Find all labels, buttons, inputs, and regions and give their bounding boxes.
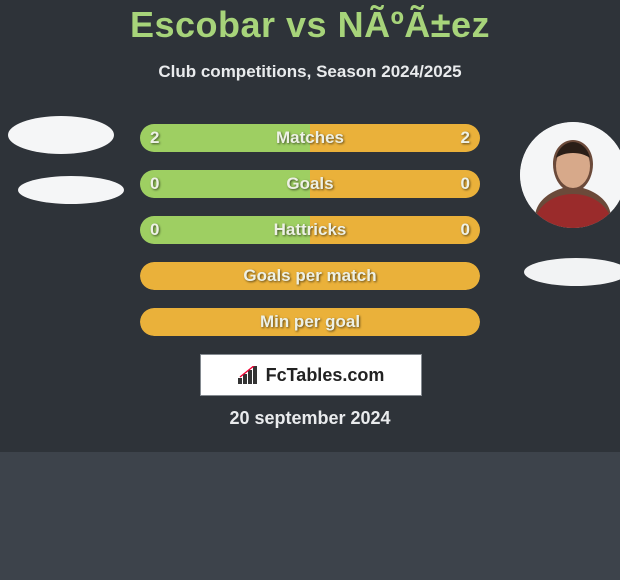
stat-row: Min per goal [140, 308, 480, 336]
stat-row: Hattricks00 [140, 216, 480, 244]
stat-row: Matches22 [140, 124, 480, 152]
site-logo[interactable]: FcTables.com [200, 354, 422, 396]
stat-bar-left [140, 124, 310, 152]
page-title: Escobar vs NÃºÃ±ez [0, 4, 620, 46]
page-subtitle: Club competitions, Season 2024/2025 [0, 62, 620, 82]
stat-value-left: 0 [150, 216, 159, 244]
player-right-shadow [524, 258, 620, 286]
player-right-avatar [520, 122, 620, 228]
root: Escobar vs NÃºÃ±ez Club competitions, Se… [0, 0, 620, 580]
stat-bar-left [140, 170, 310, 198]
stat-bar-track [140, 308, 480, 336]
stat-row: Goals00 [140, 170, 480, 198]
stats-panel: Escobar vs NÃºÃ±ez Club competitions, Se… [0, 0, 620, 452]
stat-bar-track [140, 124, 480, 152]
stat-value-right: 0 [461, 170, 470, 198]
stat-bar-right [310, 216, 480, 244]
bar-chart-icon [238, 366, 260, 384]
stat-value-right: 0 [461, 216, 470, 244]
stat-bar-right [310, 170, 480, 198]
stat-bar-track [140, 216, 480, 244]
stat-value-right: 2 [461, 124, 470, 152]
stat-bar-left [140, 216, 310, 244]
stat-value-left: 2 [150, 124, 159, 152]
snapshot-date: 20 september 2024 [0, 408, 620, 429]
site-logo-text: FcTables.com [266, 365, 385, 386]
stat-bar-track [140, 262, 480, 290]
stat-bar-right [310, 124, 480, 152]
stat-row: Goals per match [140, 262, 480, 290]
player-left-shadow [18, 176, 124, 204]
stat-bar-track [140, 170, 480, 198]
stat-value-left: 0 [150, 170, 159, 198]
player-left-avatar [8, 116, 114, 154]
stat-bars: Matches22Goals00Hattricks00Goals per mat… [140, 124, 480, 354]
person-icon [520, 122, 620, 228]
